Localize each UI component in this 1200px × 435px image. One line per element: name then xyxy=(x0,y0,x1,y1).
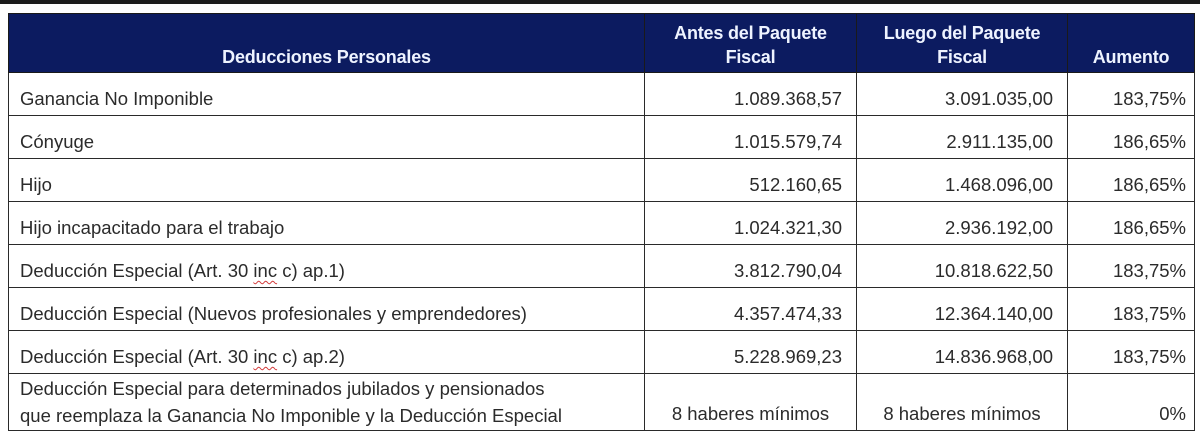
row-label: Deducción Especial (Nuevos profesionales… xyxy=(8,287,645,331)
row-luego: 12.364.140,00 xyxy=(856,287,1068,331)
row-aumento: 183,75% xyxy=(1067,287,1195,331)
row-luego: 2.936.192,00 xyxy=(856,201,1068,245)
header-row: Deducciones Personales Antes del Paquete… xyxy=(8,13,1195,73)
row-label-post: c) ap.2) xyxy=(277,346,345,367)
row-label: Ganancia No Imponible xyxy=(8,72,645,116)
table-row: Ganancia No Imponible 1.089.368,57 3.091… xyxy=(8,72,1195,116)
row-aumento: 186,65% xyxy=(1067,158,1195,202)
row-label-post: c) ap.1) xyxy=(277,260,345,281)
table-row: Deducción Especial (Art. 30 inc c) ap.1)… xyxy=(8,244,1195,288)
header-antes: Antes del Paquete Fiscal xyxy=(644,13,857,73)
row-antes: 3.812.790,04 xyxy=(644,244,857,288)
row-label-line1: Deducción Especial para determinados jub… xyxy=(20,378,545,399)
row-antes: 4.357.474,33 xyxy=(644,287,857,331)
row-antes: 1.024.321,30 xyxy=(644,201,857,245)
row-label-pre: Deducción Especial (Art. 30 xyxy=(20,260,254,281)
row-label: Hijo xyxy=(8,158,645,202)
row-luego: 1.468.096,00 xyxy=(856,158,1068,202)
row-aumento: 186,65% xyxy=(1067,201,1195,245)
row-luego: 3.091.035,00 xyxy=(856,72,1068,116)
table-row: Cónyuge 1.015.579,74 2.911.135,00 186,65… xyxy=(8,115,1195,159)
row-aumento: 186,65% xyxy=(1067,115,1195,159)
row-aumento: 183,75% xyxy=(1067,330,1195,374)
spellcheck-flagged-word: inc xyxy=(253,260,278,281)
spellcheck-flagged-word: inc xyxy=(253,346,278,367)
row-label: Deducción Especial (Art. 30 inc c) ap.2) xyxy=(8,330,645,374)
row-aumento: 183,75% xyxy=(1067,244,1195,288)
row-luego: 8 haberes mínimos xyxy=(856,373,1068,431)
row-antes: 5.228.969,23 xyxy=(644,330,857,374)
row-aumento: 183,75% xyxy=(1067,72,1195,116)
row-label: Hijo incapacitado para el trabajo xyxy=(8,201,645,245)
header-luego: Luego del Paquete Fiscal xyxy=(856,13,1068,73)
row-antes: 1.089.368,57 xyxy=(644,72,857,116)
row-antes: 1.015.579,74 xyxy=(644,115,857,159)
deductions-table: Deducciones Personales Antes del Paquete… xyxy=(8,13,1195,431)
row-luego: 2.911.135,00 xyxy=(856,115,1068,159)
table-row: Deducción Especial (Nuevos profesionales… xyxy=(8,287,1195,331)
row-aumento: 0% xyxy=(1067,373,1195,431)
table-row: Hijo 512.160,65 1.468.096,00 186,65% xyxy=(8,158,1195,202)
row-luego: 10.818.622,50 xyxy=(856,244,1068,288)
row-label: Deducción Especial para determinados jub… xyxy=(8,373,645,431)
header-aumento: Aumento xyxy=(1067,13,1195,73)
row-antes: 8 haberes mínimos xyxy=(644,373,857,431)
row-antes: 512.160,65 xyxy=(644,158,857,202)
row-label: Cónyuge xyxy=(8,115,645,159)
header-deducciones: Deducciones Personales xyxy=(8,13,645,73)
row-luego: 14.836.968,00 xyxy=(856,330,1068,374)
table-row: Hijo incapacitado para el trabajo 1.024.… xyxy=(8,201,1195,245)
row-label-pre: Deducción Especial (Art. 30 xyxy=(20,346,254,367)
row-label: Deducción Especial (Art. 30 inc c) ap.1) xyxy=(8,244,645,288)
top-edge-strip xyxy=(0,0,1200,4)
row-label-line2: que reemplaza la Ganancia No Imponible y… xyxy=(20,405,562,426)
table-row: Deducción Especial para determinados jub… xyxy=(8,373,1195,431)
table-row: Deducción Especial (Art. 30 inc c) ap.2)… xyxy=(8,330,1195,374)
